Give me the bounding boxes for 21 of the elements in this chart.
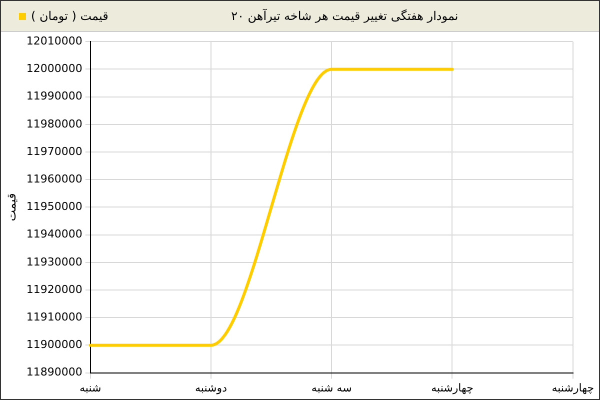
y-tick-label: 11930000 <box>26 255 82 268</box>
y-tick-label: 11890000 <box>26 366 82 379</box>
y-tick-label: 11960000 <box>26 172 82 186</box>
x-tick-label: چهارشنبه <box>431 381 474 394</box>
y-tick-label: 11990000 <box>26 90 82 103</box>
y-tick-label: 11970000 <box>26 144 82 158</box>
y-tick-label: 12000000 <box>26 62 82 76</box>
y-tick-label: 11950000 <box>26 200 82 214</box>
y-tick-label: 11940000 <box>26 228 82 241</box>
y-tick-label: 11910000 <box>26 310 82 324</box>
x-tick-label: سه شنبه <box>311 381 352 394</box>
y-tick-label: 11900000 <box>26 338 82 352</box>
y-tick-label: 11920000 <box>26 282 82 296</box>
legend-label: قیمت ( تومان ) <box>31 9 108 23</box>
x-tick-label: چهارشنبه <box>552 381 594 394</box>
x-tick-label: دوشنبه <box>195 381 228 394</box>
x-tick-label: شنبه <box>80 381 102 394</box>
chart-title: نمودار هفتگی تغییر قیمت هر شاخه تیرآهن ۲۰ <box>230 9 460 23</box>
y-tick-label: 12010000 <box>26 34 82 48</box>
y-tick-label: 11980000 <box>26 117 82 130</box>
y-axis-title: قیمت <box>4 193 18 222</box>
